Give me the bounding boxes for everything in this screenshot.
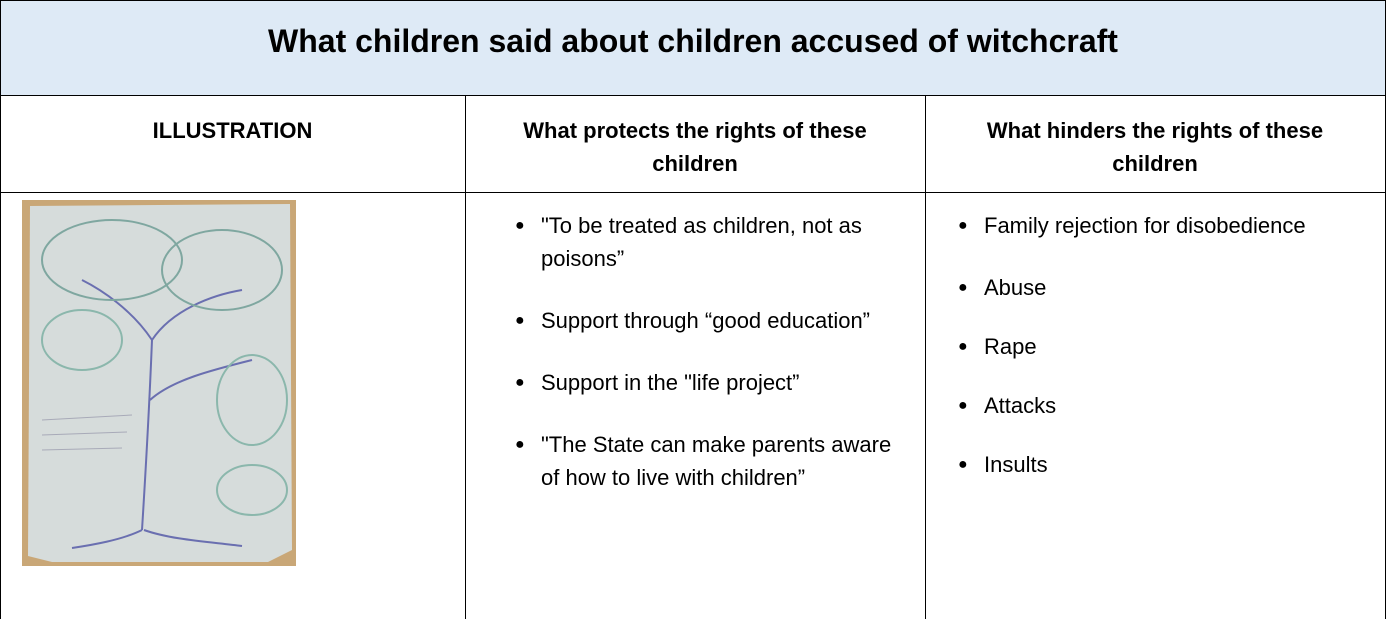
column-divider bbox=[465, 95, 466, 619]
list-item: Support through “good education” bbox=[515, 304, 905, 337]
illustration bbox=[22, 200, 296, 566]
column-header: What hinders the rights of these childre… bbox=[986, 118, 1324, 176]
title-row: What children said about children accuse… bbox=[0, 0, 1386, 96]
list-item: Family rejection for disobedience bbox=[958, 209, 1358, 242]
list-item: Abuse bbox=[958, 271, 1358, 304]
list-item: Rape bbox=[958, 330, 1358, 363]
list-item: Attacks bbox=[958, 389, 1358, 422]
border bbox=[0, 95, 1, 619]
hinders-list: Family rejection for disobedience Abuse … bbox=[958, 209, 1358, 510]
protects-list: "To be treated as children, not as poiso… bbox=[515, 209, 905, 523]
list-item: "To be treated as children, not as poiso… bbox=[515, 209, 905, 275]
row-divider bbox=[0, 192, 1386, 193]
list-item: "The State can make parents aware of how… bbox=[515, 428, 905, 494]
title: What children said about children accuse… bbox=[268, 23, 1118, 59]
list-item: Insults bbox=[958, 448, 1358, 481]
list-item: Support in the "life project” bbox=[515, 366, 905, 399]
column-header: What protects the rights of these childr… bbox=[523, 118, 867, 176]
column-divider bbox=[925, 95, 926, 619]
column-header: ILLUSTRATION bbox=[152, 118, 313, 143]
